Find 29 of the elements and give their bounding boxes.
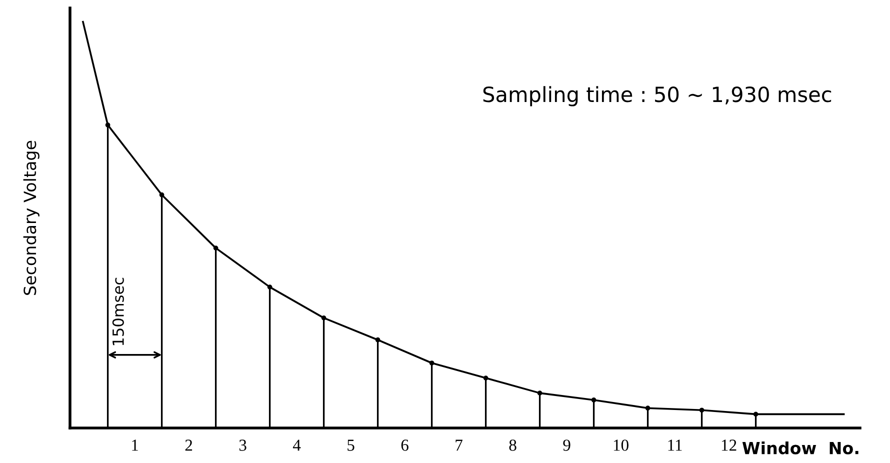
- y-axis-title: Secondary Voltage: [23, 140, 40, 295]
- x-axis-title: Window No.: [742, 441, 858, 454]
- x-tick-label: 12: [722, 440, 736, 451]
- point: [159, 192, 164, 198]
- point: [267, 284, 272, 290]
- point: [483, 376, 488, 380]
- x-tick-label: 9: [563, 440, 570, 451]
- x-tick-label: 2: [185, 440, 192, 451]
- x-tick-label: 4: [292, 440, 301, 451]
- annotation: Sampling time : 50 ∼ 1,930 msec: [483, 86, 832, 106]
- x-tick-label: 8: [509, 440, 516, 451]
- annotation: 150msec: [112, 278, 124, 346]
- point: [753, 412, 758, 417]
- point: [591, 398, 596, 402]
- x-tick-label: 3: [239, 440, 246, 451]
- point: [537, 390, 542, 396]
- point: [375, 337, 380, 342]
- point: [213, 246, 218, 250]
- point: [429, 360, 434, 366]
- x-tick-label: 6: [401, 440, 408, 451]
- point: [645, 406, 650, 411]
- point: [105, 122, 110, 128]
- x-tick-label: 5: [348, 440, 354, 451]
- x-tick-label: 1: [132, 440, 138, 451]
- x-tick-label: 10: [614, 440, 628, 451]
- x-tick-label: 11: [668, 440, 682, 451]
- point: [699, 408, 704, 413]
- x-tick-label: 7: [456, 440, 462, 451]
- point: [321, 315, 326, 320]
